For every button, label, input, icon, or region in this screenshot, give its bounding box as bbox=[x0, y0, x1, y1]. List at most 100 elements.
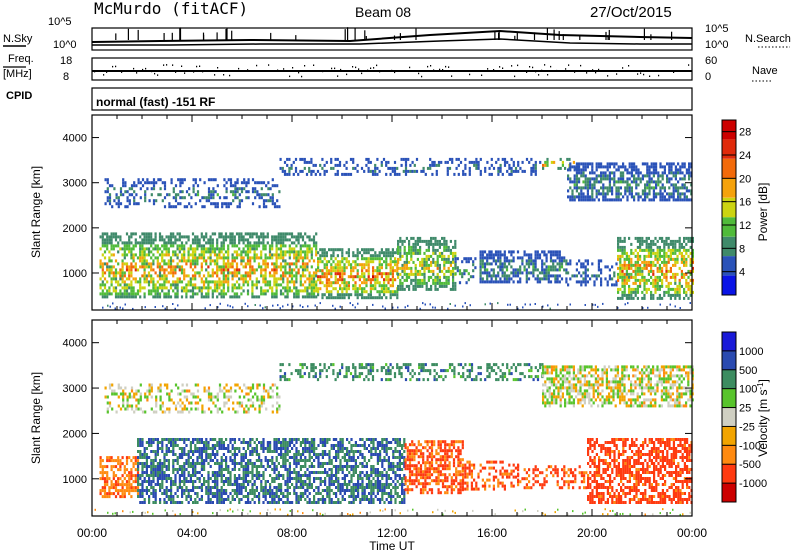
data-cell bbox=[367, 257, 370, 261]
data-cell bbox=[600, 162, 603, 166]
data-cell bbox=[240, 253, 243, 257]
data-cell bbox=[119, 193, 123, 197]
data-cell bbox=[363, 281, 366, 285]
data-cell bbox=[503, 160, 507, 164]
data-cell bbox=[345, 160, 348, 164]
data-cell bbox=[536, 274, 539, 278]
data-cell bbox=[689, 272, 692, 276]
data-cell bbox=[658, 278, 661, 282]
data-cell bbox=[264, 247, 267, 251]
data-cell bbox=[238, 193, 241, 197]
data-cell bbox=[194, 486, 197, 489]
data-cell bbox=[211, 232, 214, 236]
data-cell bbox=[163, 471, 166, 474]
data-cell bbox=[332, 248, 335, 252]
data-cell bbox=[497, 271, 500, 275]
data-cell bbox=[172, 187, 175, 191]
data-cell bbox=[174, 241, 177, 245]
data-cell bbox=[374, 254, 377, 258]
data-cell bbox=[332, 260, 335, 264]
data-cell bbox=[187, 250, 190, 254]
data-cell bbox=[641, 248, 644, 252]
data-cell bbox=[218, 468, 221, 471]
data-cell bbox=[121, 486, 124, 490]
data-cell bbox=[295, 295, 298, 299]
data-cell bbox=[595, 165, 598, 169]
data-cell bbox=[421, 284, 424, 288]
data-cell bbox=[636, 236, 639, 240]
data-cell bbox=[434, 281, 437, 285]
data-cell bbox=[339, 269, 342, 273]
noise-cell bbox=[339, 305, 341, 308]
data-cell bbox=[101, 471, 104, 475]
data-cell bbox=[158, 265, 162, 269]
data-cell bbox=[125, 289, 129, 293]
data-cell bbox=[425, 242, 428, 246]
data-cell bbox=[154, 244, 157, 248]
data-cell bbox=[343, 281, 346, 285]
data-cell bbox=[231, 265, 234, 269]
data-cell bbox=[389, 266, 392, 270]
data-cell bbox=[286, 271, 289, 275]
data-cell bbox=[454, 287, 457, 291]
data-cell bbox=[299, 277, 302, 281]
data-cell bbox=[181, 465, 184, 468]
data-cell bbox=[103, 271, 107, 275]
data-cell bbox=[354, 275, 357, 279]
data-cell bbox=[130, 184, 134, 188]
data-cell bbox=[665, 266, 668, 270]
data-cell bbox=[183, 441, 186, 444]
data-cell bbox=[374, 278, 377, 282]
data-cell bbox=[110, 232, 113, 236]
data-cell bbox=[174, 480, 177, 483]
data-cell bbox=[427, 257, 430, 261]
data-cell bbox=[501, 157, 504, 161]
nave-dot bbox=[433, 69, 435, 71]
data-cell bbox=[652, 251, 655, 255]
data-cell bbox=[369, 254, 372, 258]
data-cell bbox=[156, 447, 159, 450]
data-cell bbox=[214, 492, 217, 495]
data-cell bbox=[189, 498, 192, 501]
data-cell bbox=[661, 192, 664, 196]
data-cell bbox=[678, 284, 681, 288]
data-cell bbox=[380, 296, 383, 300]
data-cell bbox=[479, 259, 482, 263]
data-cell bbox=[231, 253, 234, 257]
data-cell bbox=[210, 178, 213, 182]
data-cell bbox=[650, 260, 653, 264]
data-cell bbox=[220, 250, 223, 254]
data-cell bbox=[497, 166, 500, 170]
data-cell bbox=[304, 250, 307, 254]
data-cell bbox=[187, 465, 190, 468]
data-cell bbox=[339, 284, 342, 288]
data-cell bbox=[207, 492, 210, 495]
data-cell bbox=[198, 480, 201, 483]
data-cell bbox=[429, 157, 432, 161]
data-cell bbox=[194, 438, 197, 441]
data-cell bbox=[332, 254, 335, 258]
data-cell bbox=[167, 459, 170, 462]
data-cell bbox=[580, 189, 583, 193]
data-cell bbox=[499, 265, 502, 269]
data-cell bbox=[661, 239, 664, 243]
data-cell bbox=[213, 286, 217, 290]
data-cell bbox=[196, 492, 199, 495]
data-cell bbox=[343, 163, 346, 167]
data-cell bbox=[475, 160, 478, 164]
data-cell bbox=[216, 498, 219, 501]
data-cell bbox=[214, 453, 217, 456]
data-cell bbox=[621, 239, 624, 243]
data-cell bbox=[150, 241, 153, 245]
data-cell bbox=[334, 157, 337, 161]
data-cell bbox=[268, 256, 272, 260]
nave-dot bbox=[550, 65, 552, 68]
data-cell bbox=[290, 271, 294, 275]
data-cell bbox=[547, 265, 550, 269]
data-cell bbox=[106, 238, 109, 242]
data-cell bbox=[211, 444, 214, 447]
data-cell bbox=[595, 177, 598, 181]
data-cell bbox=[213, 232, 217, 236]
data-cell bbox=[196, 486, 199, 489]
data-cell bbox=[301, 295, 305, 299]
